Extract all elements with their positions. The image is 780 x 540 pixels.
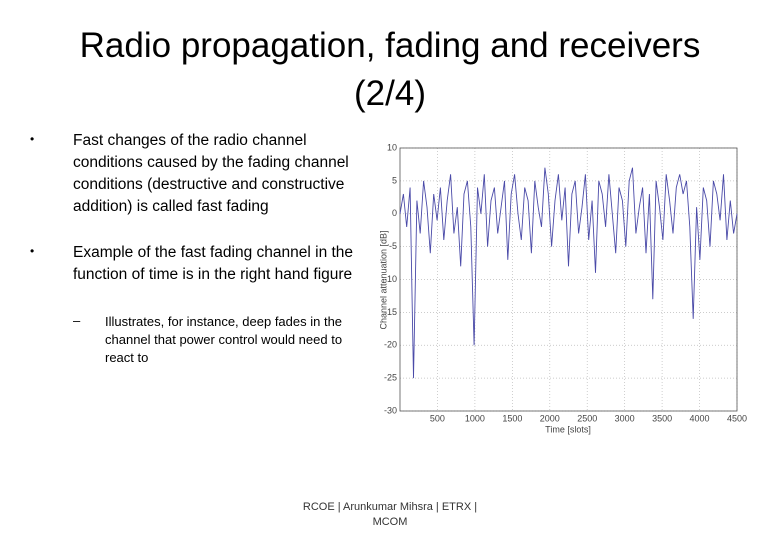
x-tick-label: 4500 (727, 413, 747, 423)
x-axis-label: Time [slots] (545, 424, 591, 434)
footer: MCOM (372, 516, 408, 528)
y-tick-label: 10 (387, 142, 397, 152)
bullet: Example of the fast fading channel in th… (73, 244, 354, 283)
y-axis-label: Channel attenuation [dB] (378, 230, 388, 329)
bullet-marker: • (30, 132, 35, 146)
x-tick-label: 4000 (690, 413, 710, 423)
x-tick-label: 3500 (652, 413, 672, 423)
x-tick-label: 1500 (502, 413, 522, 423)
y-tick-label: -25 (384, 373, 397, 383)
y-tick-label: 5 (392, 175, 397, 185)
x-tick-label: 2500 (577, 413, 597, 423)
sub-bullet: Illustrates, for instance, deep fades in… (105, 314, 343, 365)
footer: RCOE | Arunkumar Mihsra | ETRX | (302, 501, 478, 513)
x-tick-label: 1000 (465, 413, 485, 423)
y-tick-label: -15 (384, 307, 397, 317)
sub-bullet-marker: – (73, 313, 81, 328)
title: Radio propagation, fading and receivers (79, 26, 701, 65)
y-tick-label: 0 (392, 208, 397, 218)
y-tick-label: -5 (389, 241, 397, 251)
data-line (399, 167, 738, 379)
plot-frame (399, 147, 738, 412)
x-tick-label: 2000 (540, 413, 560, 423)
x-tick-label: 500 (430, 413, 445, 423)
bullet-marker: • (30, 244, 35, 258)
y-tick-label: -10 (384, 274, 397, 284)
y-tick-label: -30 (384, 405, 397, 415)
x-tick-label: 3000 (615, 413, 635, 423)
bullet: Fast changes of the radio channel condit… (73, 132, 349, 215)
title: (2/4) (354, 74, 426, 113)
y-tick-label: -20 (384, 340, 397, 350)
